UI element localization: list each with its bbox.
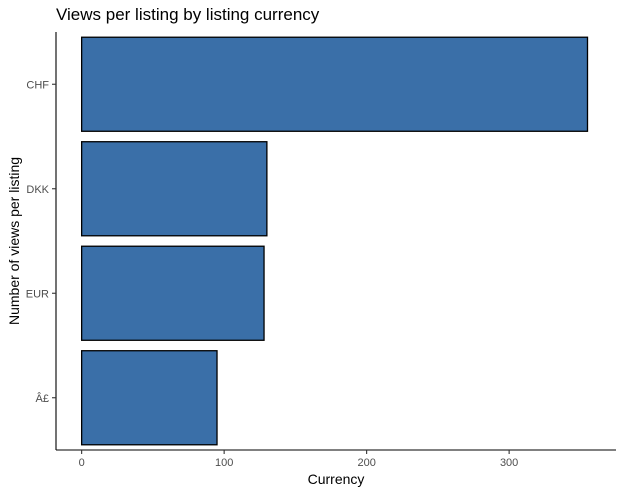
y-axis-title: Number of views per listing [6,157,22,325]
x-ticks-layer: 0 100 200 300 [79,450,518,469]
bar-2 [80,245,265,341]
bar-0 [80,36,589,132]
y-tick-label-3: Â£ [36,392,49,405]
x-tick-label-2: 200 [357,457,375,469]
y-tick-label-1: DKK [26,184,49,196]
y-tick-label-0: CHF [26,79,49,91]
y-ticks-layer: CHF DKK EUR Â£ [26,79,56,405]
x-tick-label-3: 300 [500,457,518,469]
bars-layer [80,36,589,446]
x-tick-label-1: 100 [215,457,233,469]
y-tick-label-2: EUR [26,288,49,300]
bar-1 [80,141,268,237]
bar-3 [80,350,218,446]
x-tick-label-0: 0 [79,457,85,469]
x-axis-title: Currency [308,471,365,487]
chart-title: Views per listing by listing currency [56,5,320,24]
